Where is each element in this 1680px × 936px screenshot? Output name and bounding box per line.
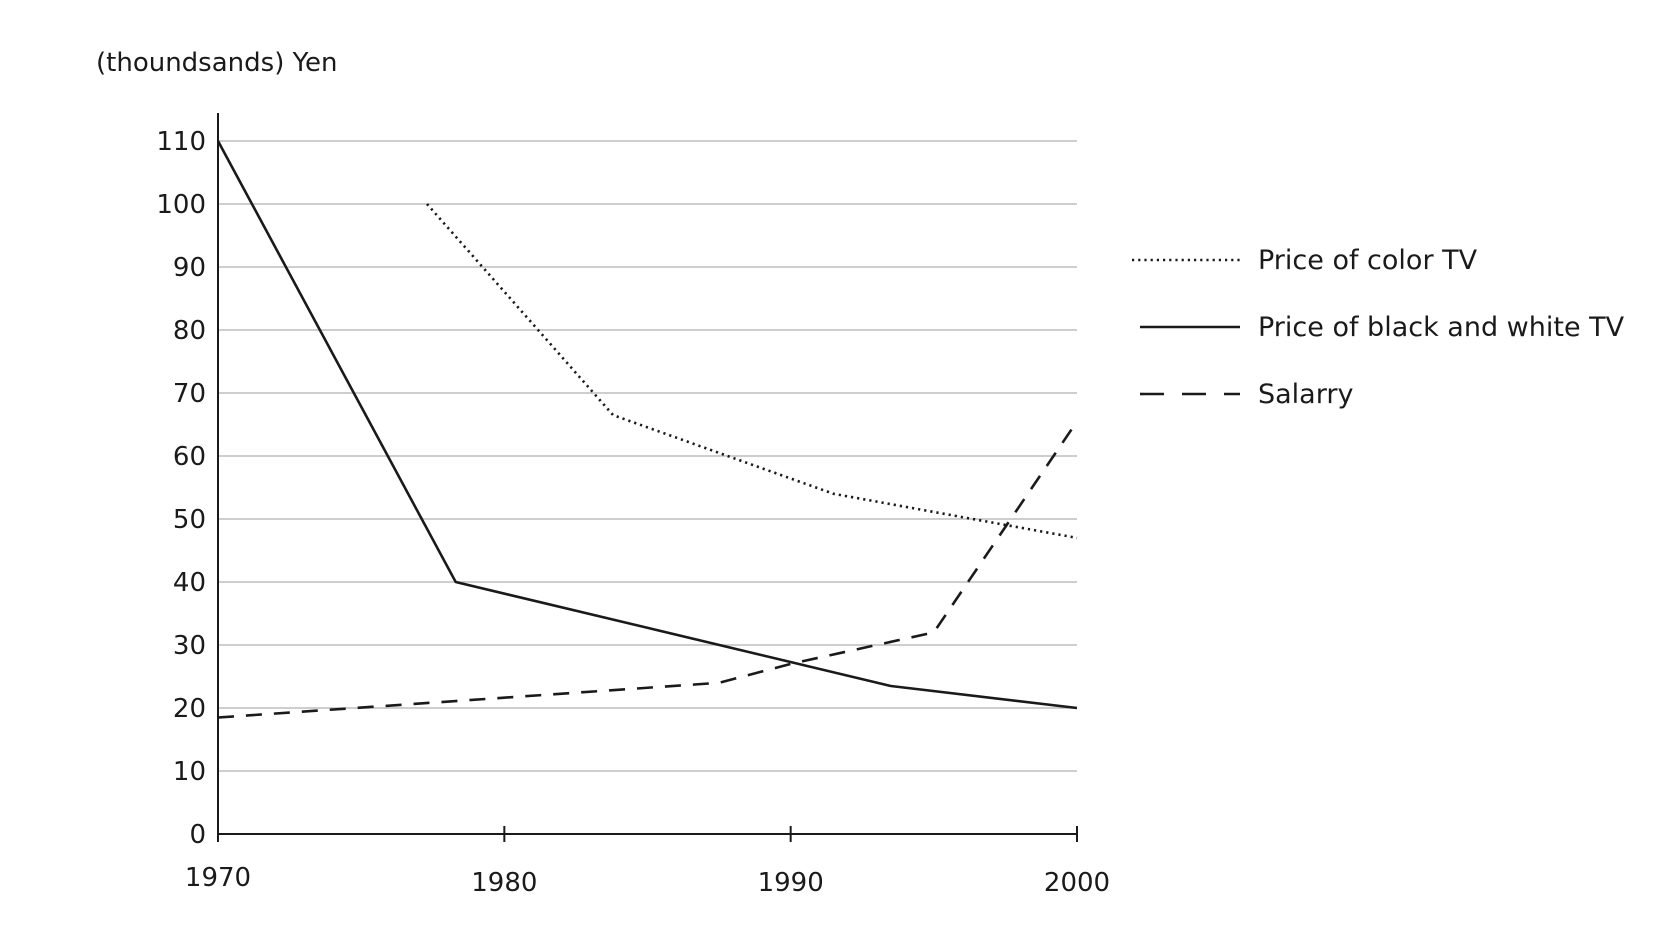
tick-labels: 0 10 20 30 40 50 60 70 80 90 100 110 1970 1980 1990 200…: [156, 127, 1110, 898]
y-tick-label-70: 70: [173, 379, 206, 409]
y-tick-label-0: 0: [189, 820, 206, 850]
y-tick-label-50: 50: [173, 505, 206, 535]
y-axis-label: (thoundsands) Yen: [96, 48, 338, 78]
legend-swatch: [1140, 392, 1240, 396]
x-tick-label-1990: 1990: [758, 868, 824, 898]
y-tick-label-100: 100: [156, 190, 206, 220]
y-tick-label-10: 10: [173, 757, 206, 787]
series-line-0: [426, 203, 1078, 540]
x-tick-label-1970: 1970: [185, 863, 251, 893]
legend-label: Salarry: [1258, 378, 1354, 410]
y-tick-label-110: 110: [156, 127, 206, 157]
y-tick-label-80: 80: [173, 316, 206, 346]
series-lines: [216, 140, 1079, 719]
gridlines: [218, 140, 1077, 772]
legend-swatch: [1132, 258, 1240, 262]
legend-swatch: [1140, 325, 1240, 329]
x-tick-label-2000: 2000: [1044, 868, 1110, 898]
legend-label: Price of color TV: [1258, 244, 1478, 276]
y-tick-label-20: 20: [173, 694, 206, 724]
series-line-1: [216, 140, 1078, 710]
legend-label: Price of black and white TV: [1258, 311, 1625, 343]
y-tick-label-40: 40: [173, 568, 206, 598]
x-tick-label-1980: 1980: [471, 868, 537, 898]
legend-item: Price of black and white TV: [1132, 307, 1624, 347]
y-tick-label-90: 90: [173, 253, 206, 283]
axes: [217, 113, 1078, 842]
legend-item: Salarry: [1132, 374, 1353, 414]
series-line-2: [217, 420, 1079, 719]
y-tick-label-30: 30: [173, 631, 206, 661]
legend-item: Price of color TV: [1132, 240, 1477, 280]
y-tick-label-60: 60: [173, 442, 206, 472]
